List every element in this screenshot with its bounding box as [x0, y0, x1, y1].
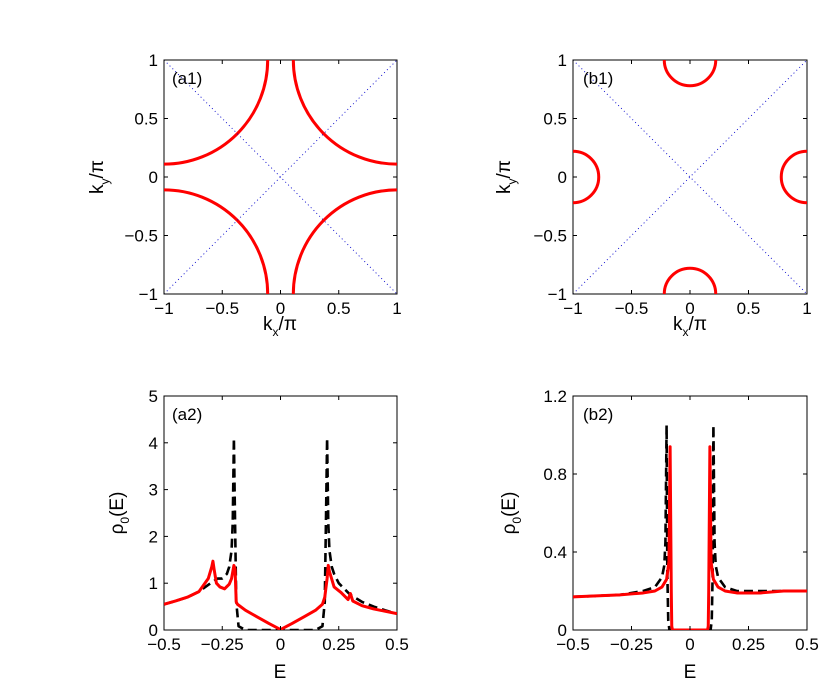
y-tick-label: −1	[139, 285, 158, 304]
dos-dashed-line	[164, 436, 397, 630]
x-tick-label: 0.5	[737, 299, 761, 318]
panel-label: (a2)	[172, 405, 202, 424]
x-axis-label: E	[274, 662, 287, 683]
plot-area	[164, 436, 397, 630]
panel-a2: −0.5 −0.25 0 0.25 0.5 0 1 2 3 4 5 (a2) E ρ0(E)	[107, 387, 409, 683]
y-tick-label: 0	[149, 621, 158, 640]
x-axis-label: E	[684, 662, 697, 683]
x-tick-label: 1	[392, 299, 401, 318]
y-tick-label: 0.5	[134, 110, 158, 129]
y-axis-label: ky/π	[494, 160, 519, 194]
ticks: −0.5 −0.25 0 0.25 0.5 0 1 2 3 4 5	[147, 387, 409, 654]
y-tick-label: 0	[149, 168, 158, 187]
dos-dashed-line	[573, 423, 807, 630]
y-tick-label: 1	[149, 51, 158, 70]
fermi-surface-arc	[779, 149, 807, 205]
fermi-surface-arc	[662, 60, 718, 88]
fermi-surface-arc	[662, 266, 718, 294]
x-tick-label: 0.25	[732, 635, 765, 654]
fermi-surface-arc	[573, 149, 601, 205]
x-axis-label: kx/π	[263, 314, 297, 339]
x-tick-label: −0.5	[205, 299, 239, 318]
zone-boundary-line	[573, 60, 807, 294]
x-tick-label: −0.5	[556, 635, 590, 654]
x-tick-label: 1	[802, 299, 811, 318]
y-axis-label: ρ0(E)	[107, 492, 132, 535]
plot-area	[164, 60, 397, 294]
y-tick-label: 1	[558, 51, 567, 70]
y-tick-label: 0	[558, 621, 567, 640]
y-tick-label: 3	[149, 481, 158, 500]
panel-label: (b2)	[583, 405, 613, 424]
x-tick-label: 0.25	[322, 635, 355, 654]
x-tick-label: −0.5	[615, 299, 649, 318]
x-tick-label: −0.5	[147, 635, 181, 654]
y-tick-label: 0	[558, 168, 567, 187]
y-tick-label: 1.2	[543, 387, 567, 406]
plot-area	[573, 423, 807, 630]
panel-a1: −1 −0.5 0 0.5 1 −1 −0.5 0 0.5 1 (a1) kx/π ky/π	[87, 51, 402, 339]
x-tick-label: −0.25	[201, 635, 244, 654]
fermi-surface-arc	[291, 188, 397, 294]
ticks: −0.5 −0.25 0 0.25 0.5 0 0.4 0.8 1.2	[543, 387, 818, 654]
ticks: −1 −0.5 0 0.5 1 −1 −0.5 0 0.5 1	[533, 51, 811, 318]
panel-b1: −1 −0.5 0 0.5 1 −1 −0.5 0 0.5 1 (b1) kx/π ky/π	[494, 51, 812, 339]
x-tick-label: 0	[276, 299, 285, 318]
panel-label: (a1)	[172, 69, 202, 88]
y-axis-label: ρ0(E)	[499, 492, 524, 535]
y-tick-label: −1	[548, 285, 567, 304]
dos-solid-line	[573, 445, 807, 630]
x-tick-label: −1	[563, 299, 582, 318]
x-tick-label: 0.5	[385, 635, 409, 654]
panel-label: (b1)	[583, 69, 613, 88]
y-tick-label: −0.5	[533, 227, 567, 246]
x-tick-label: 0	[276, 635, 285, 654]
y-tick-label: 0.5	[543, 110, 567, 129]
dos-solid-line	[164, 559, 397, 630]
y-tick-label: −0.5	[124, 227, 158, 246]
x-tick-label: −0.25	[610, 635, 653, 654]
y-tick-label: 4	[149, 434, 158, 453]
axes-frame	[572, 59, 808, 295]
x-tick-label: 0.5	[795, 635, 819, 654]
axes-frame	[163, 395, 398, 631]
x-tick-label: 0	[685, 635, 694, 654]
zone-boundary-line	[573, 60, 807, 294]
x-tick-label: 0	[685, 299, 694, 318]
y-tick-label: 2	[149, 527, 158, 546]
x-axis-label: kx/π	[673, 314, 707, 339]
plot-area	[573, 60, 807, 294]
x-tick-label: −1	[154, 299, 173, 318]
y-axis-label: ky/π	[87, 160, 112, 194]
panel-b2: −0.5 −0.25 0 0.25 0.5 0 0.4 0.8 1.2 (b2) E ρ0(E)	[499, 387, 819, 683]
x-tick-label: 0.5	[327, 299, 351, 318]
fermi-surface-arc	[164, 188, 270, 294]
y-tick-label: 5	[149, 387, 158, 406]
y-tick-label: 0.8	[543, 465, 567, 484]
ticks: −1 −0.5 0 0.5 1 −1 −0.5 0 0.5 1	[124, 51, 401, 318]
y-tick-label: 1	[149, 574, 158, 593]
y-tick-label: 0.4	[543, 543, 567, 562]
